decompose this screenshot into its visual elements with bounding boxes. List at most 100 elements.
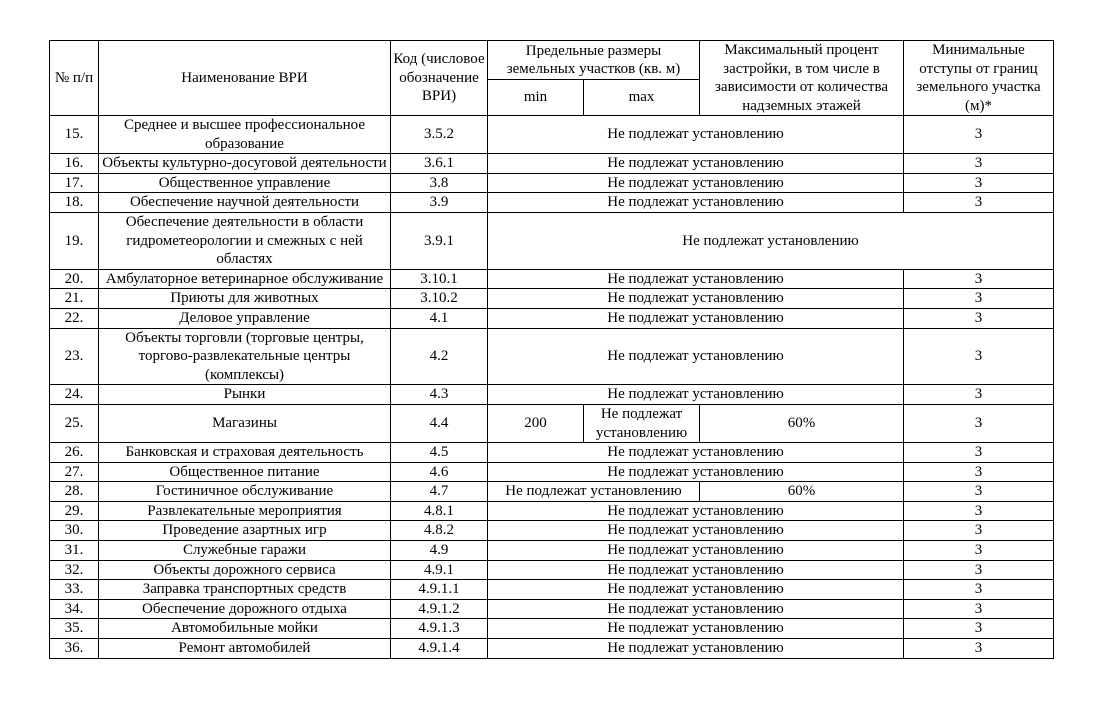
cell-name: Проведение азартных игр (98, 520, 391, 542)
cell-code: 4.7 (390, 481, 488, 502)
table-row: 34. Обеспечение дорожного отдыха 4.9.1.2 Не… (49, 598, 1054, 620)
table-row: 33. Заправка транспортных средств 4.9.1.1 Н… (49, 579, 1054, 600)
cell-merged-params: Не подлежат установлению (487, 520, 904, 542)
cell-name: Обеспечение дорожного отдыха (98, 598, 391, 620)
cell-num: 18. (49, 192, 99, 213)
cell-merged-params: Не подлежат установлению (487, 559, 904, 581)
cell-merged-params: Не подлежат установлению (487, 442, 904, 463)
cell-num: 19. (49, 211, 99, 270)
cell-min: 200 (487, 403, 584, 444)
header-max: max (583, 79, 700, 116)
cell-num: 21. (49, 288, 99, 309)
cell-setback: 3 (903, 327, 1054, 386)
cell-name: Приюты для животных (98, 288, 391, 309)
cell-merged-params: Не подлежат установлению (487, 618, 904, 640)
table-row: 26. Банковская и страховая деятельность 4.… (49, 442, 1054, 463)
table-row: 29. Развлекательные мероприятия 4.8.1 Не по… (49, 500, 1054, 522)
cell-merged-params: Не подлежат установлению (487, 172, 904, 194)
cell-code: 4.6 (390, 461, 488, 483)
table-row: 36. Ремонт автомобилей 4.9.1.4 Не подлежат … (49, 638, 1054, 659)
cell-code: 4.5 (390, 442, 488, 463)
cell-merged-params: Не подлежат установлению (487, 384, 904, 405)
cell-num: 34. (49, 598, 99, 620)
cell-name: Развлекательные мероприятия (98, 500, 391, 522)
cell-name: Гостиничное обслуживание (98, 481, 391, 502)
table-row: 17. Общественное управление 3.8 Не подлежат… (49, 172, 1054, 194)
cell-num: 16. (49, 153, 99, 174)
cell-code: 4.8.2 (390, 520, 488, 542)
cell-num: 28. (49, 481, 99, 502)
cell-code: 4.9.1.1 (390, 579, 488, 600)
cell-num: 31. (49, 540, 99, 561)
cell-setback: 3 (903, 598, 1054, 620)
cell-setback: 3 (903, 559, 1054, 581)
cell-merged-params: Не подлежат установлению (487, 211, 1054, 270)
table-row: 35. Автомобильные мойки 4.9.1.3 Не подлежат… (49, 618, 1054, 640)
header-setback: Минимальные отступы от границ земельного… (903, 40, 1054, 116)
cell-code: 3.9.1 (390, 211, 488, 270)
cell-num: 27. (49, 461, 99, 483)
cell-num: 35. (49, 618, 99, 640)
cell-sizes: Не подлежат установлению (487, 481, 700, 502)
cell-num: 15. (49, 114, 99, 155)
header-num: № п/п (49, 40, 99, 116)
header-percent: Максимальный процент застройки, в том чи… (699, 40, 904, 116)
cell-name: Объекты дорожного сервиса (98, 559, 391, 581)
cell-merged-params: Не подлежат установлению (487, 579, 904, 600)
cell-code: 4.9.1 (390, 559, 488, 581)
cell-name: Ремонт автомобилей (98, 638, 391, 659)
cell-num: 29. (49, 500, 99, 522)
header-code: Код (числовое обозначение ВРИ) (390, 40, 488, 116)
cell-num: 26. (49, 442, 99, 463)
cell-setback: 3 (903, 618, 1054, 640)
cell-setback: 3 (903, 307, 1054, 329)
cell-name: Банковская и страховая деятельность (98, 442, 391, 463)
table-row: 28. Гостиничное обслуживание 4.7 Не подлежа… (49, 481, 1054, 502)
cell-num: 24. (49, 384, 99, 405)
cell-setback: 3 (903, 114, 1054, 155)
cell-num: 32. (49, 559, 99, 581)
cell-num: 33. (49, 579, 99, 600)
cell-setback: 3 (903, 638, 1054, 659)
cell-setback: 3 (903, 403, 1054, 444)
table-row: 25. Магазины 4.4 200 Не подлежат установлени… (49, 403, 1054, 444)
cell-merged-params: Не подлежат установлению (487, 288, 904, 309)
cell-setback: 3 (903, 520, 1054, 542)
cell-name: Деловое управление (98, 307, 391, 329)
cell-name: Служебные гаражи (98, 540, 391, 561)
cell-code: 3.9 (390, 192, 488, 213)
cell-num: 25. (49, 403, 99, 444)
cell-code: 4.3 (390, 384, 488, 405)
table-body: 15. Среднее и высшее профессиональное обр… (49, 114, 1054, 659)
cell-code: 4.9.1.3 (390, 618, 488, 640)
cell-setback: 3 (903, 268, 1054, 290)
cell-code: 3.5.2 (390, 114, 488, 155)
cell-setback: 3 (903, 442, 1054, 463)
cell-setback: 3 (903, 192, 1054, 213)
table-row: 20. Амбулаторное ветеринарное обслуживани… (49, 268, 1054, 290)
table-row: 30. Проведение азартных игр 4.8.2 Не подлеж… (49, 520, 1054, 542)
cell-code: 4.9.1.4 (390, 638, 488, 659)
cell-code: 3.6.1 (390, 153, 488, 174)
cell-merged-params: Не подлежат установлению (487, 327, 904, 386)
cell-setback: 3 (903, 153, 1054, 174)
cell-name: Заправка транспортных средств (98, 579, 391, 600)
cell-merged-params: Не подлежат установлению (487, 598, 904, 620)
table-row: 24. Рынки 4.3 Не подлежат установлению 3 (49, 384, 1054, 405)
cell-percent: 60% (699, 403, 904, 444)
cell-merged-params: Не подлежат установлению (487, 307, 904, 329)
header-name: Наименование ВРИ (98, 40, 391, 116)
cell-code: 3.10.2 (390, 288, 488, 309)
table-row: 18. Обеспечение научной деятельности 3.9 Не… (49, 192, 1054, 213)
cell-num: 30. (49, 520, 99, 542)
cell-code: 4.9 (390, 540, 488, 561)
table-row: 19. Обеспечение деятельности в области ги… (49, 211, 1054, 270)
cell-name: Автомобильные мойки (98, 618, 391, 640)
cell-name: Среднее и высшее профессиональное образо… (98, 114, 391, 155)
vri-table: № п/п Наименование ВРИ Код (числовое обо… (49, 39, 1054, 659)
cell-name: Объекты культурно-досуговой деятельности (98, 153, 391, 174)
table-row: 23. Объекты торговли (торговые центры, то… (49, 327, 1054, 386)
cell-num: 36. (49, 638, 99, 659)
cell-name: Объекты торговли (торговые центры, торго… (98, 327, 391, 386)
cell-name: Общественное питание (98, 461, 391, 483)
